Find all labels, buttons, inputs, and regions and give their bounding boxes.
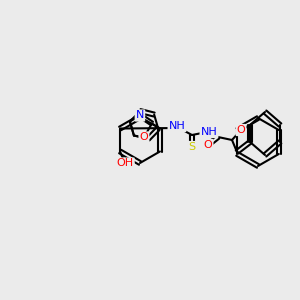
- Text: O: O: [140, 133, 148, 142]
- Text: OH: OH: [116, 158, 134, 169]
- Text: O: O: [237, 125, 245, 135]
- Text: N: N: [136, 110, 144, 121]
- Text: O: O: [204, 140, 212, 150]
- Text: S: S: [188, 142, 196, 152]
- Text: NH: NH: [201, 127, 218, 137]
- Text: NH: NH: [169, 121, 185, 131]
